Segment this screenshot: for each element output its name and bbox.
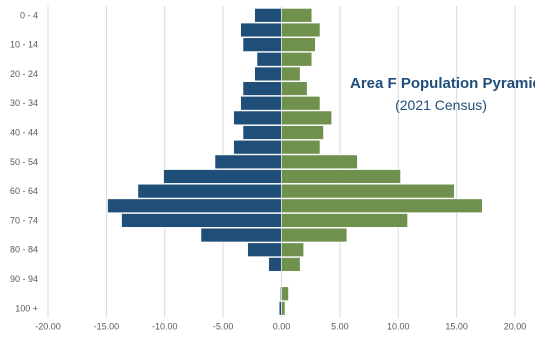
chart-title: Area F Population Pyramid: [350, 75, 535, 92]
bar-right: [281, 227, 348, 243]
bar-left: [214, 154, 282, 170]
y-tick-label: 10 - 14: [10, 40, 38, 50]
bar-left: [107, 198, 282, 213]
bar-left: [254, 66, 282, 82]
bar-right: [281, 169, 401, 184]
x-tick-label: 20.00: [504, 322, 527, 332]
y-tick-label: 20 - 24: [10, 69, 38, 79]
bar-left: [200, 227, 282, 243]
bar-left: [137, 183, 282, 199]
bar-left: [242, 37, 282, 52]
y-tick-label: 50 - 54: [10, 157, 38, 167]
bar-right: [281, 8, 313, 23]
bar-left: [233, 139, 282, 155]
x-tick-label: -5.00: [213, 322, 234, 332]
bar-right: [281, 286, 289, 301]
bar-left: [240, 96, 282, 111]
y-tick-label: 0 - 4: [20, 10, 38, 20]
y-tick-label: 40 - 44: [10, 128, 38, 138]
bar-left: [268, 257, 282, 272]
bar-right: [281, 37, 316, 52]
y-tick-label: 70 - 74: [10, 215, 38, 225]
bar-right: [281, 242, 304, 257]
bar-right: [281, 198, 483, 213]
y-tick-label: 30 - 34: [10, 98, 38, 108]
bar-left: [121, 213, 282, 228]
bar-right: [281, 183, 455, 199]
bar-right: [281, 96, 321, 111]
bar-right: [281, 66, 301, 82]
x-axis-labels: -20.00 -15.00 -10.00 -5.00 0.00 5.00 10.00 15.0…: [35, 322, 526, 332]
y-tick-label: 60 - 64: [10, 186, 38, 196]
bar-left: [242, 81, 282, 96]
bar-right: [281, 52, 313, 67]
y-tick-label: 100 +: [15, 303, 38, 313]
bar-right: [281, 154, 358, 170]
bar-right: [281, 213, 408, 228]
bar-left: [256, 52, 282, 67]
x-tick-label: 5.00: [331, 322, 349, 332]
bar-right: [281, 81, 308, 96]
bar-left: [240, 22, 282, 38]
bar-right: [281, 139, 321, 155]
y-tick-label: 80 - 84: [10, 245, 38, 255]
bar-right: [281, 110, 333, 126]
x-tick-label: -15.00: [94, 322, 120, 332]
bar-left: [242, 125, 282, 140]
x-tick-label: -20.00: [35, 322, 61, 332]
x-tick-label: 0.00: [273, 322, 291, 332]
bar-right: [281, 22, 321, 38]
x-tick-label: -10.00: [152, 322, 178, 332]
bar-left: [254, 8, 282, 23]
bar-left: [163, 169, 282, 184]
bar-right: [281, 257, 301, 272]
bar-right: [281, 125, 324, 140]
y-axis-labels: 0 - 4 10 - 14 20 - 24 30 - 34 40 - 44 50 - 54…: [10, 10, 38, 313]
x-tick-label: 15.00: [445, 322, 468, 332]
y-tick-label: 90 - 94: [10, 274, 38, 284]
bar-left: [233, 110, 282, 126]
bar-left: [247, 242, 282, 257]
bars-layer: [107, 8, 483, 316]
bar-right: [281, 301, 286, 316]
bar-left: [278, 301, 282, 316]
x-tick-label: 10.00: [387, 322, 410, 332]
chart-subtitle: (2021 Census): [395, 97, 487, 113]
